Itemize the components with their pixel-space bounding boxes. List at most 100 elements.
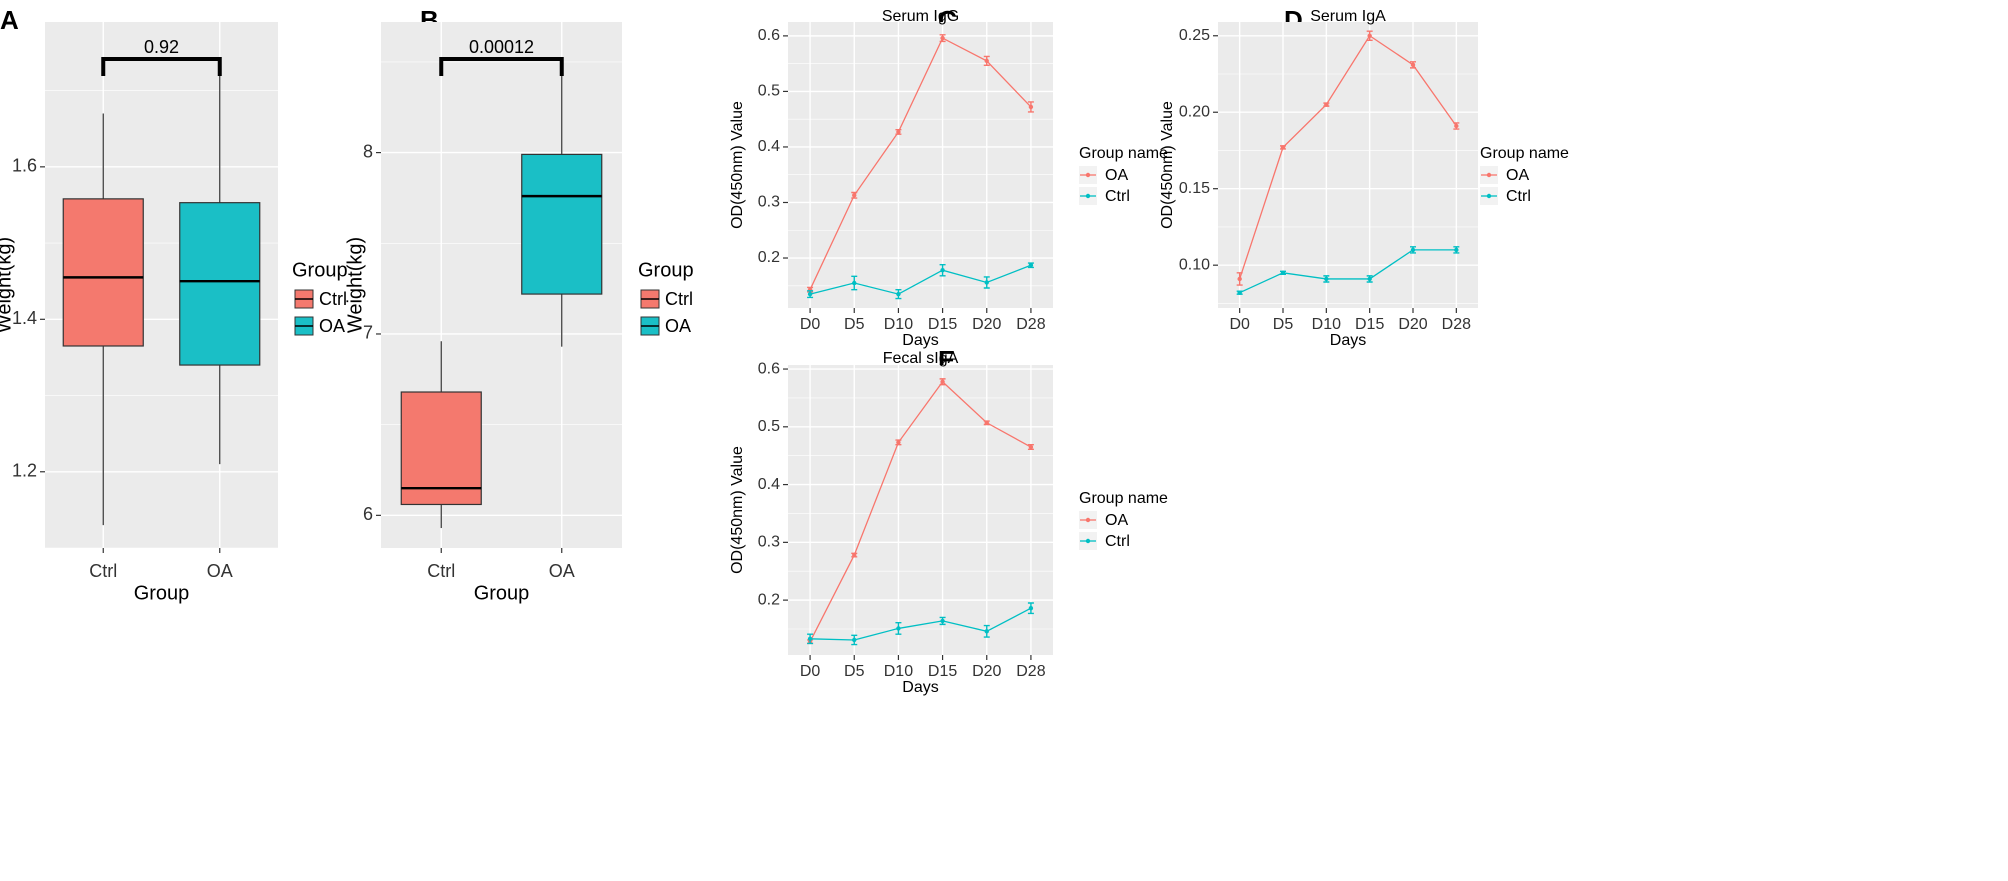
plot-background (788, 365, 1053, 655)
x-tick-label: D5 (844, 316, 865, 333)
series-line-oa (809, 37, 1032, 290)
x-tick-label: D15 (928, 316, 957, 333)
x-tick-label: Ctrl (427, 561, 455, 581)
legend-key-point-ctrl (1486, 193, 1492, 199)
legend-label-ctrl: Ctrl (1105, 533, 1130, 550)
data-point-ctrl (1028, 263, 1034, 268)
data-point-ctrl (1028, 606, 1034, 611)
data-point-oa (1028, 444, 1034, 450)
legend-label-ctrl: Ctrl (319, 289, 347, 309)
x-tick-label: D15 (928, 663, 957, 680)
y-tick-label: 0.6 (758, 360, 780, 377)
box-oa (521, 153, 603, 295)
chart-title: Fecal sIgA (883, 350, 959, 367)
y-tick-label: 8 (363, 141, 373, 161)
data-point-oa (1280, 145, 1286, 150)
legend-label-oa: OA (1105, 512, 1128, 529)
chart-title: Serum IgG (882, 8, 959, 25)
x-tick-label: D20 (972, 663, 1001, 680)
significance-bracket (101, 57, 222, 76)
legend-title: Group name (1480, 145, 1569, 162)
data-point-ctrl (1237, 290, 1242, 295)
legend-key-point-oa (1486, 172, 1492, 178)
y-tick-label: 0.4 (758, 476, 780, 493)
data-point-oa (896, 440, 901, 445)
data-point-oa (940, 379, 945, 384)
legend-label-ctrl: Ctrl (665, 289, 693, 309)
y-axis-title: OD(450nm) Value (729, 101, 746, 229)
legend-label-oa: OA (1506, 167, 1529, 184)
y-axis-title: OD(450nm) Value (729, 446, 746, 574)
plot-background (788, 22, 1053, 308)
panel-e: E0.20.30.40.50.6D0 D5 D10 D15 D20 D28DaysOD(4… (729, 345, 1168, 696)
y-tick-label: 0.5 (758, 83, 780, 100)
data-point-oa (852, 552, 857, 558)
series-line-ctrl (1239, 249, 1457, 294)
x-tick-label: D20 (972, 316, 1001, 333)
x-tick-label: D5 (844, 663, 865, 680)
y-axis-title: Weight(kg) (344, 237, 366, 333)
panel-a: A 1.2 1.4 1.6 Ctrl OA Group Weight(kg) 0.92 Group… (0, 5, 348, 604)
y-tick-label: 0.10 (1179, 256, 1210, 273)
legend-key-point-oa (1085, 172, 1091, 178)
x-tick-label: D20 (1398, 316, 1427, 333)
y-tick-label: 0.25 (1179, 27, 1210, 44)
x-tick-label: D5 (1273, 316, 1294, 333)
data-point-ctrl (984, 280, 989, 285)
data-point-oa (896, 129, 901, 135)
x-axis-title: Group (474, 582, 530, 604)
chart-title: Serum IgA (1310, 8, 1386, 25)
series-line-ctrl (810, 607, 1032, 641)
x-tick-label: Ctrl (89, 561, 117, 581)
legend-title: Group name (1079, 145, 1168, 162)
legend-key-point-oa (1085, 517, 1091, 523)
data-point-oa (984, 420, 989, 425)
y-axis-title: Weight(kg) (0, 237, 15, 333)
data-point-ctrl (807, 636, 813, 642)
x-tick-label: D0 (1229, 316, 1250, 333)
data-point-oa (1454, 123, 1459, 129)
y-tick-label: 7 (363, 323, 373, 343)
legend-title: Group name (1079, 490, 1168, 507)
legend-label-oa: OA (319, 316, 345, 336)
y-tick-label: 1.2 (12, 461, 37, 481)
legend-label-ctrl: Ctrl (1506, 188, 1531, 205)
data-point-oa (940, 35, 945, 41)
data-point-ctrl (1454, 247, 1459, 253)
data-point-oa (984, 58, 989, 64)
x-axis-title: Days (1330, 332, 1366, 349)
y-tick-label: 0.6 (758, 27, 780, 44)
significance-bracket (439, 57, 564, 76)
series-line-ctrl (809, 264, 1032, 295)
x-tick-label: D28 (1016, 316, 1045, 333)
legend-label-oa: OA (665, 316, 691, 336)
y-tick-label: 0.3 (758, 194, 780, 211)
data-point-ctrl (852, 280, 857, 286)
data-point-ctrl (807, 291, 813, 297)
x-tick-label: D0 (800, 663, 821, 680)
y-tick-label: 0.15 (1179, 180, 1210, 197)
x-axis-title: Days (902, 332, 938, 349)
x-tick-label: D10 (1312, 316, 1341, 333)
legend-label-oa: OA (1105, 167, 1128, 184)
panel-c: C0.20.30.40.50.6D0 D5 D10 D15 D20 D28DaysOD(4… (729, 5, 1168, 349)
data-point-ctrl (1280, 270, 1286, 276)
p-value-label: 0.00012 (469, 37, 534, 57)
data-point-ctrl (940, 268, 945, 273)
x-tick-label: D28 (1016, 663, 1045, 680)
data-point-ctrl (896, 291, 901, 297)
box-ctrl (400, 391, 482, 506)
y-tick-label: 0.20 (1179, 103, 1210, 120)
data-point-ctrl (984, 629, 989, 634)
data-point-oa (852, 193, 857, 198)
y-tick-label: 0.2 (758, 591, 780, 608)
data-point-oa (1028, 104, 1034, 110)
y-tick-label: 1.6 (12, 156, 37, 176)
x-tick-label: D10 (884, 316, 913, 333)
x-axis-title: Days (902, 679, 938, 696)
series-line-oa (1239, 34, 1457, 280)
data-point-oa (1367, 33, 1372, 38)
